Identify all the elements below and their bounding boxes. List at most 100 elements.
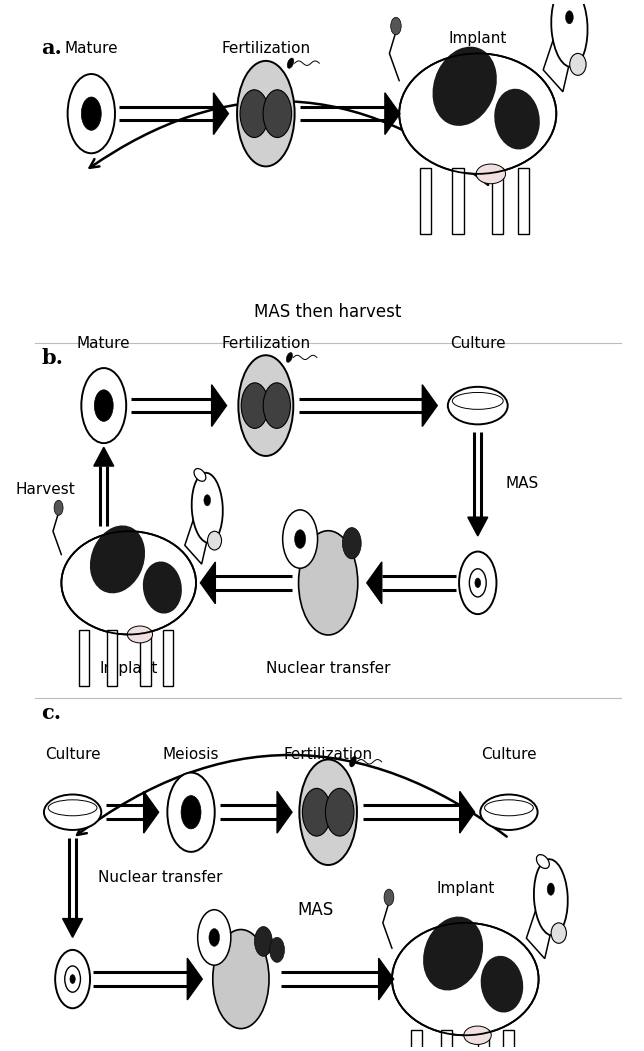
Text: b.: b. <box>41 348 64 368</box>
Circle shape <box>54 500 63 515</box>
Circle shape <box>270 937 285 963</box>
Polygon shape <box>526 892 560 959</box>
Ellipse shape <box>423 916 483 990</box>
FancyBboxPatch shape <box>411 1030 422 1051</box>
Ellipse shape <box>534 859 568 935</box>
Polygon shape <box>367 562 382 603</box>
Circle shape <box>167 772 214 852</box>
Polygon shape <box>277 791 292 833</box>
Circle shape <box>55 950 90 1008</box>
Ellipse shape <box>570 54 586 76</box>
Circle shape <box>459 552 497 614</box>
Text: Meiosis: Meiosis <box>163 747 220 762</box>
Circle shape <box>325 788 354 837</box>
Text: Mature: Mature <box>64 41 118 57</box>
Circle shape <box>242 383 269 429</box>
Ellipse shape <box>207 531 222 550</box>
Circle shape <box>181 796 201 829</box>
Circle shape <box>343 528 361 559</box>
Polygon shape <box>144 791 158 833</box>
Circle shape <box>94 390 113 421</box>
FancyBboxPatch shape <box>491 168 504 234</box>
Ellipse shape <box>299 531 358 635</box>
FancyBboxPatch shape <box>442 1030 453 1051</box>
Circle shape <box>263 383 290 429</box>
Ellipse shape <box>536 854 549 868</box>
Text: a.: a. <box>41 38 62 58</box>
Ellipse shape <box>237 61 295 166</box>
Text: Culture: Culture <box>450 336 506 351</box>
Ellipse shape <box>238 355 293 456</box>
Ellipse shape <box>350 757 356 767</box>
Circle shape <box>204 495 211 506</box>
Ellipse shape <box>464 1026 491 1045</box>
Circle shape <box>198 910 231 965</box>
Polygon shape <box>212 385 227 427</box>
Ellipse shape <box>128 626 153 643</box>
Text: Mature: Mature <box>77 336 131 351</box>
Text: MAS then harvest: MAS then harvest <box>254 303 402 321</box>
FancyBboxPatch shape <box>502 1030 513 1051</box>
Circle shape <box>65 966 80 992</box>
Text: Fertilization: Fertilization <box>222 41 310 57</box>
Circle shape <box>294 530 306 549</box>
Ellipse shape <box>61 531 196 635</box>
Polygon shape <box>385 92 400 135</box>
Polygon shape <box>94 448 114 466</box>
Text: Fertilization: Fertilization <box>283 747 373 762</box>
Ellipse shape <box>90 526 145 594</box>
Ellipse shape <box>480 955 523 1012</box>
Circle shape <box>263 89 292 138</box>
Ellipse shape <box>143 561 182 614</box>
Polygon shape <box>422 385 437 427</box>
Text: c.: c. <box>41 703 62 723</box>
Text: Fertilization: Fertilization <box>222 336 310 351</box>
Text: Nuclear transfer: Nuclear transfer <box>97 870 222 885</box>
Polygon shape <box>460 791 475 833</box>
Ellipse shape <box>194 469 206 481</box>
Circle shape <box>384 889 394 906</box>
FancyBboxPatch shape <box>478 1030 489 1051</box>
Ellipse shape <box>551 923 567 944</box>
Circle shape <box>254 927 272 956</box>
Circle shape <box>469 569 486 597</box>
Ellipse shape <box>480 795 538 830</box>
Text: Implant: Implant <box>449 30 507 46</box>
FancyBboxPatch shape <box>452 168 464 234</box>
Circle shape <box>240 89 269 138</box>
Ellipse shape <box>299 760 357 865</box>
Ellipse shape <box>448 387 507 425</box>
Ellipse shape <box>44 795 101 830</box>
Ellipse shape <box>399 54 556 173</box>
Text: Culture: Culture <box>45 747 100 762</box>
Polygon shape <box>200 562 215 603</box>
Polygon shape <box>62 919 82 937</box>
FancyBboxPatch shape <box>140 630 151 686</box>
Circle shape <box>391 17 401 35</box>
Circle shape <box>565 11 573 24</box>
Circle shape <box>547 883 554 895</box>
FancyBboxPatch shape <box>79 630 89 686</box>
Text: Implant: Implant <box>436 881 495 895</box>
Ellipse shape <box>433 46 497 126</box>
Text: Culture: Culture <box>481 747 536 762</box>
Ellipse shape <box>286 352 292 363</box>
Polygon shape <box>213 92 229 135</box>
Circle shape <box>209 928 220 946</box>
Circle shape <box>81 97 101 130</box>
Ellipse shape <box>287 58 294 68</box>
Polygon shape <box>187 959 202 1000</box>
Circle shape <box>70 974 75 984</box>
Ellipse shape <box>213 929 269 1029</box>
Text: MAS: MAS <box>506 476 539 491</box>
Ellipse shape <box>551 0 587 67</box>
Ellipse shape <box>476 164 506 184</box>
Polygon shape <box>544 21 579 91</box>
Text: MAS: MAS <box>298 901 334 919</box>
Ellipse shape <box>192 473 223 542</box>
Circle shape <box>81 368 126 444</box>
FancyBboxPatch shape <box>518 168 529 234</box>
Polygon shape <box>185 503 216 564</box>
Ellipse shape <box>494 88 540 149</box>
FancyBboxPatch shape <box>107 630 117 686</box>
